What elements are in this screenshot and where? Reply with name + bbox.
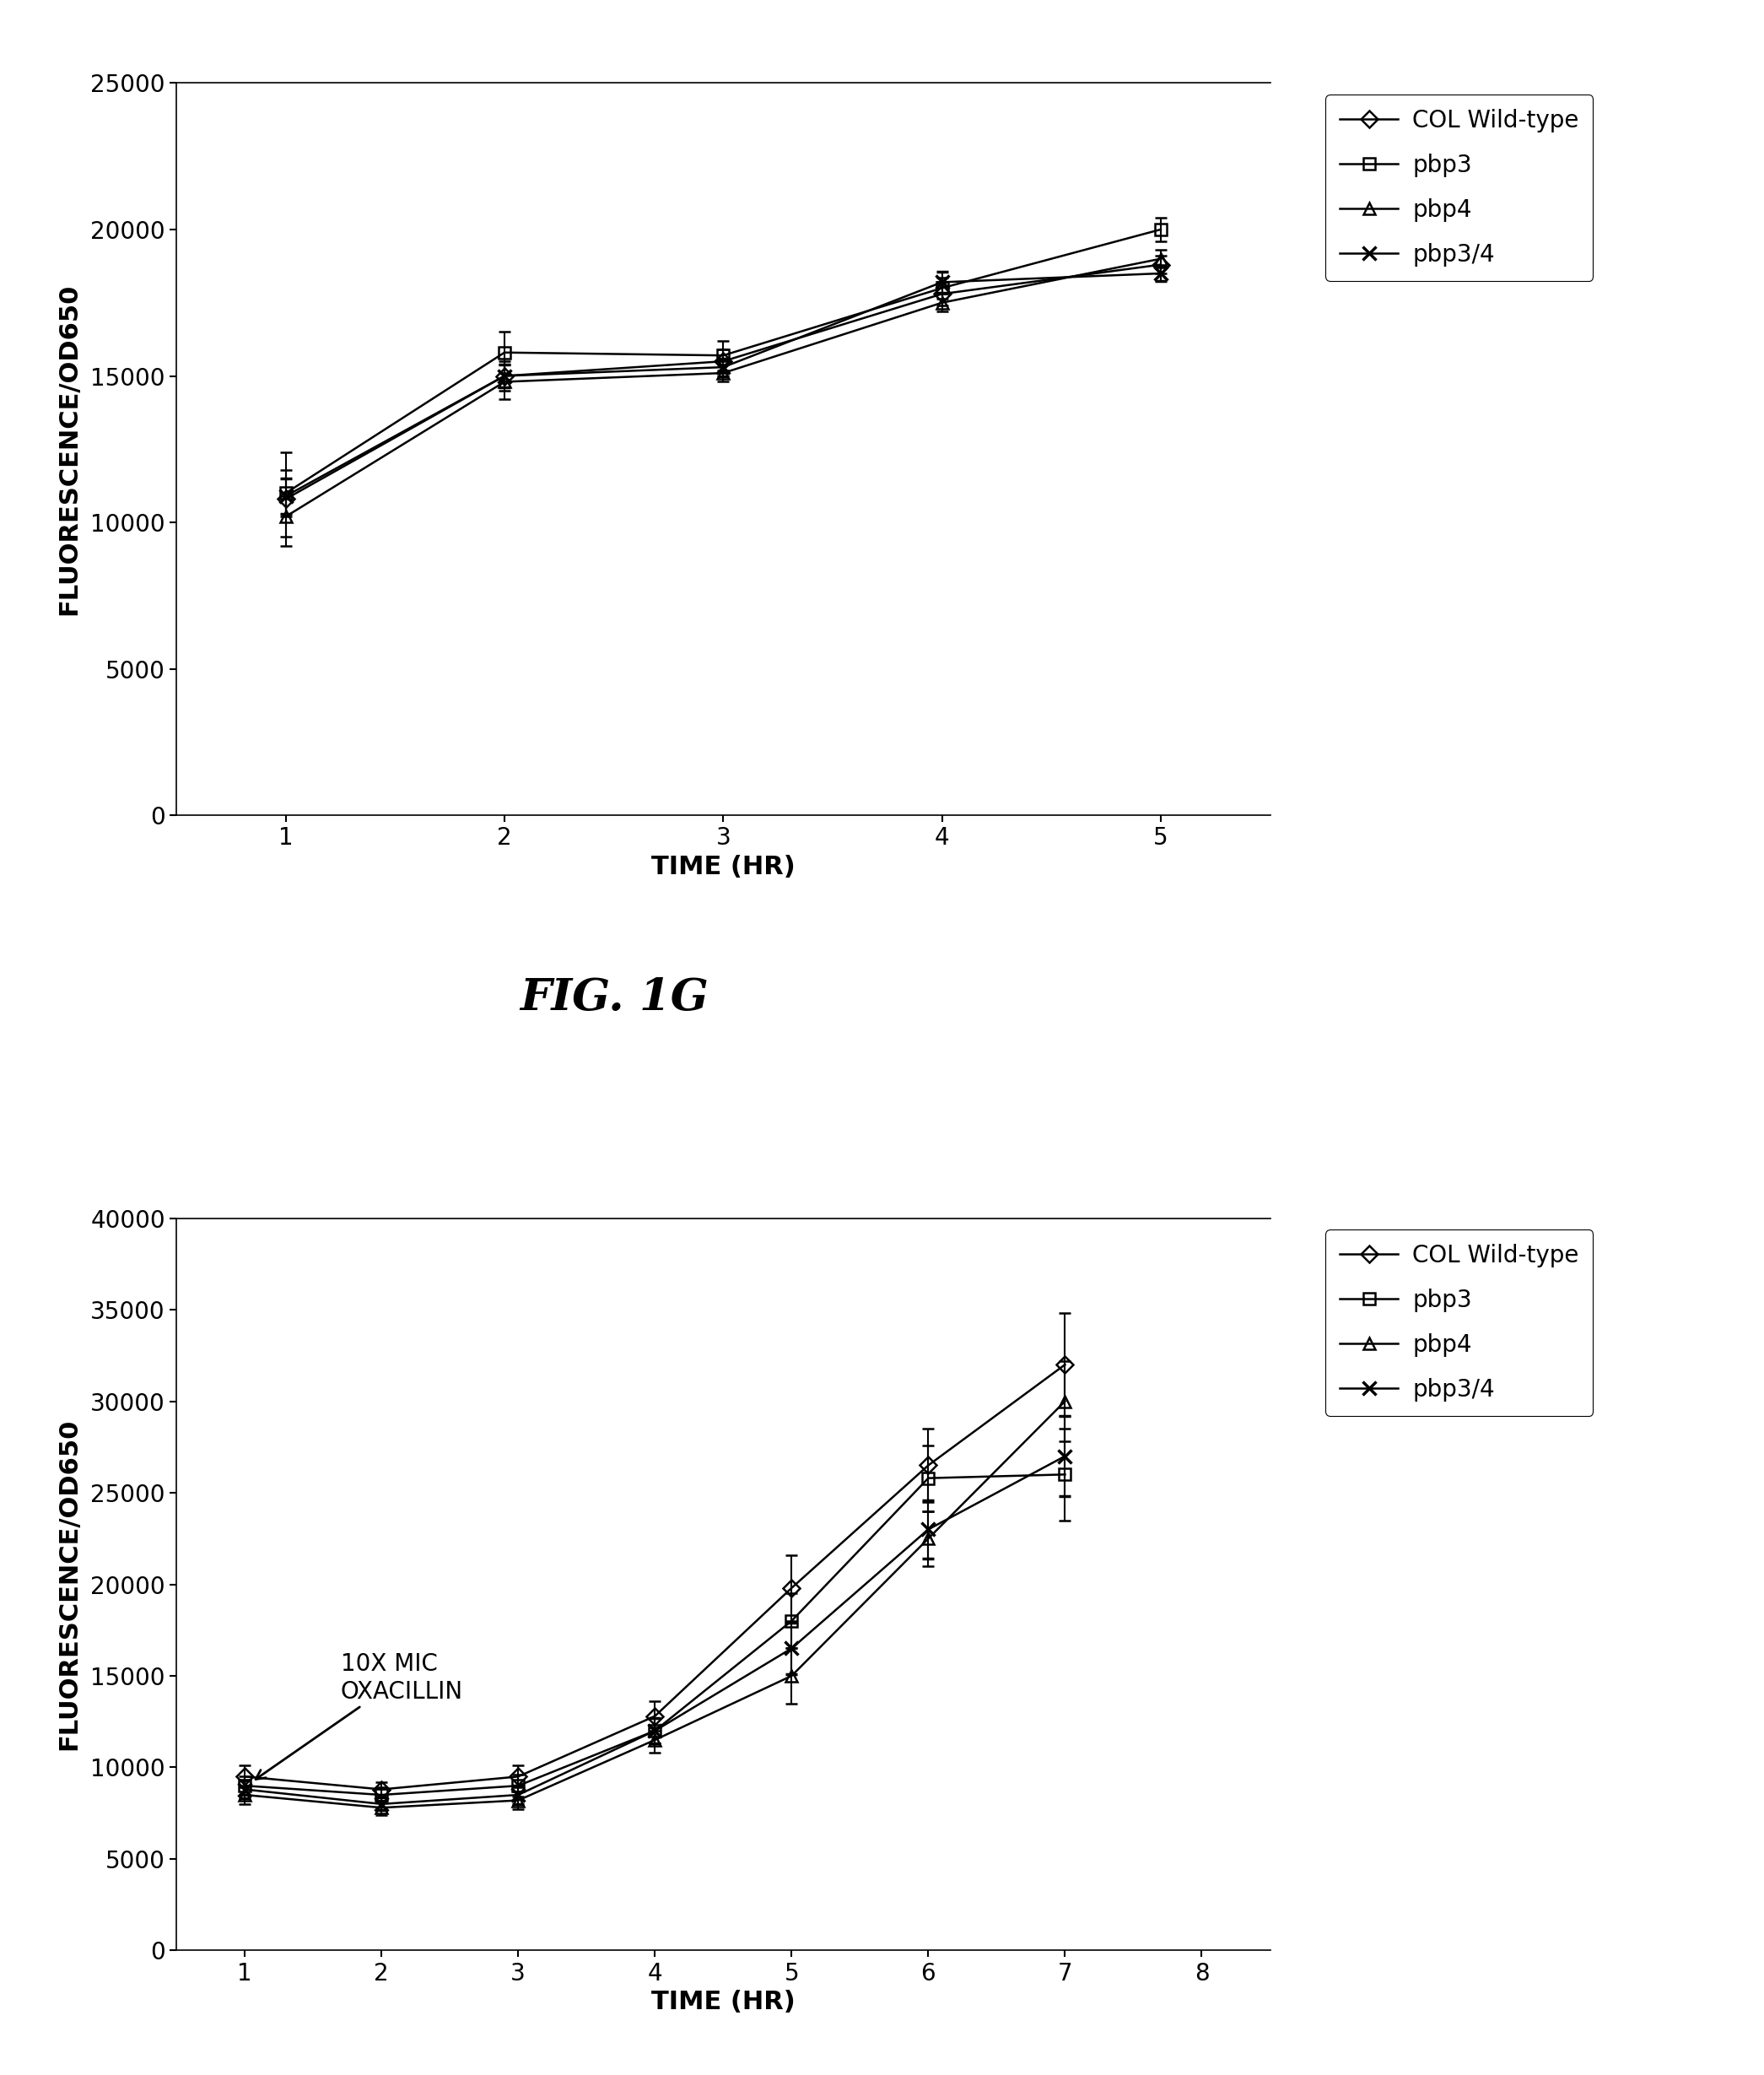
Text: FIG. 1G: FIG. 1G: [519, 977, 709, 1019]
X-axis label: TIME (HR): TIME (HR): [651, 855, 796, 880]
Legend: COL Wild-type, pbp3, pbp4, pbp3/4: COL Wild-type, pbp3, pbp4, pbp3/4: [1325, 1230, 1593, 1415]
Legend: COL Wild-type, pbp3, pbp4, pbp3/4: COL Wild-type, pbp3, pbp4, pbp3/4: [1325, 95, 1593, 280]
Y-axis label: FLUORESCENCE/OD650: FLUORESCENCE/OD650: [56, 1419, 81, 1751]
Text: 10X MIC
OXACILLIN: 10X MIC OXACILLIN: [256, 1652, 462, 1778]
Y-axis label: FLUORESCENCE/OD650: FLUORESCENCE/OD650: [56, 282, 81, 614]
X-axis label: TIME (HR): TIME (HR): [651, 1990, 796, 2015]
